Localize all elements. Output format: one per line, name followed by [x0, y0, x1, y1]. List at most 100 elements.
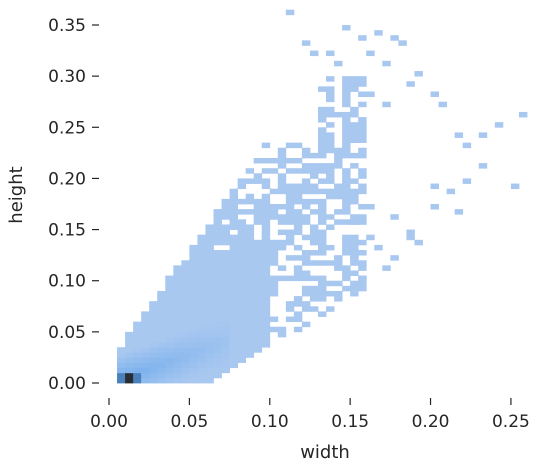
heatmap-cell — [261, 316, 271, 323]
heatmap-cell — [205, 244, 214, 251]
heatmap-cell — [326, 111, 335, 118]
heatmap-cell — [165, 321, 174, 328]
heatmap-cell — [342, 265, 351, 271]
heatmap-cell — [213, 214, 222, 220]
heatmap-cell — [261, 265, 271, 271]
heatmap-cell — [237, 336, 247, 343]
y-tick-label: 0.20 — [48, 169, 86, 189]
heatmap-cell — [326, 260, 335, 266]
heatmap-cell — [245, 296, 255, 302]
heatmap-cell — [149, 342, 158, 348]
heatmap-cell — [181, 296, 190, 302]
heatmap-cell — [269, 214, 279, 220]
heatmap-cell — [197, 372, 206, 379]
heatmap-cell — [318, 106, 327, 113]
heatmap-cell — [350, 280, 359, 287]
heatmap-cell — [462, 142, 472, 149]
heatmap-cell — [374, 30, 383, 36]
heatmap-cell — [205, 352, 214, 358]
y-tick-label: 0.30 — [48, 67, 86, 87]
heatmap-cell — [237, 321, 247, 328]
heatmap-cell — [245, 321, 255, 328]
heatmap-cell — [253, 290, 263, 297]
heatmap-cell — [221, 280, 230, 287]
heatmap-cell — [342, 209, 351, 215]
heatmap-cell — [229, 219, 239, 225]
heatmap-cell — [285, 188, 295, 195]
heatmap-cell — [197, 316, 206, 323]
heatmap-cell — [318, 111, 327, 118]
heatmap-cell — [253, 239, 263, 246]
heatmap-cell — [318, 117, 327, 123]
heatmap-cell — [229, 301, 239, 307]
heatmap-cell — [293, 316, 303, 323]
heatmap-cell — [293, 219, 303, 225]
heatmap-cell — [350, 270, 359, 276]
heatmap-cell — [301, 183, 311, 190]
heatmap-cell — [261, 204, 271, 210]
heatmap-cell — [237, 239, 247, 246]
heatmap-cell — [221, 209, 230, 215]
heatmap-cell — [350, 188, 359, 195]
heatmap-cell — [149, 362, 158, 369]
heatmap-cell — [269, 168, 279, 174]
heatmap-cell — [293, 270, 303, 276]
heatmap-cell — [269, 280, 279, 287]
heatmap-cell — [269, 209, 279, 215]
heatmap-cell — [245, 168, 255, 174]
heatmap-cell — [318, 275, 327, 282]
heatmap-cell — [326, 142, 335, 149]
heatmap-cell — [133, 372, 142, 379]
heatmap-cell — [245, 331, 255, 338]
heatmap-cell — [358, 260, 367, 266]
heatmap-cell — [141, 357, 150, 363]
heatmap-cell — [197, 296, 206, 302]
heatmap-cell — [205, 290, 214, 297]
heatmap-cell — [229, 239, 239, 246]
heatmap-cell — [366, 91, 375, 97]
heatmap-cell — [117, 347, 126, 353]
heatmap-cell — [117, 377, 126, 384]
heatmap-cell — [133, 352, 142, 358]
heatmap-cell — [285, 219, 295, 225]
heatmap-cell — [318, 147, 327, 154]
heatmap-cell — [173, 296, 182, 302]
x-tick-label: 0.20 — [412, 412, 450, 432]
heatmap-cell — [342, 198, 351, 205]
heatmap-cell — [261, 260, 271, 266]
heatmap-cell — [157, 367, 166, 374]
heatmap-cell — [382, 101, 391, 108]
heatmap-cell — [205, 301, 214, 307]
heatmap-cell — [181, 326, 190, 333]
heatmap-cell — [342, 122, 351, 128]
heatmap-cell — [366, 50, 375, 57]
heatmap-cell — [358, 35, 367, 41]
heatmap-cell — [253, 204, 263, 210]
heatmap-cell — [358, 168, 367, 174]
heatmap-cell — [189, 367, 198, 374]
heatmap-cell — [277, 204, 287, 210]
heatmap-cell — [173, 321, 182, 328]
heatmap-cell — [165, 367, 174, 374]
heatmap-cell — [229, 209, 239, 215]
heatmap-cell — [245, 316, 255, 323]
heatmap-cell — [358, 285, 367, 292]
heatmap-cell — [261, 342, 271, 348]
heatmap-cell — [237, 311, 247, 317]
heatmap-cell — [173, 285, 182, 292]
heatmap-cell — [253, 173, 263, 179]
heatmap-cell — [213, 239, 222, 246]
heatmap-cell — [205, 265, 214, 271]
heatmap-cell — [342, 142, 351, 149]
heatmap-cell — [205, 311, 214, 317]
heatmap-cell — [221, 234, 230, 241]
heatmap-cell — [358, 122, 367, 128]
heatmap-cell — [301, 321, 311, 328]
heatmap-cell — [237, 285, 247, 292]
heatmap-cell — [229, 296, 239, 302]
heatmap-cell — [245, 347, 255, 353]
heatmap-cell — [318, 250, 327, 256]
heatmap-cell — [189, 326, 198, 333]
heatmap-cell — [157, 372, 166, 379]
heatmap-cell — [205, 224, 214, 230]
